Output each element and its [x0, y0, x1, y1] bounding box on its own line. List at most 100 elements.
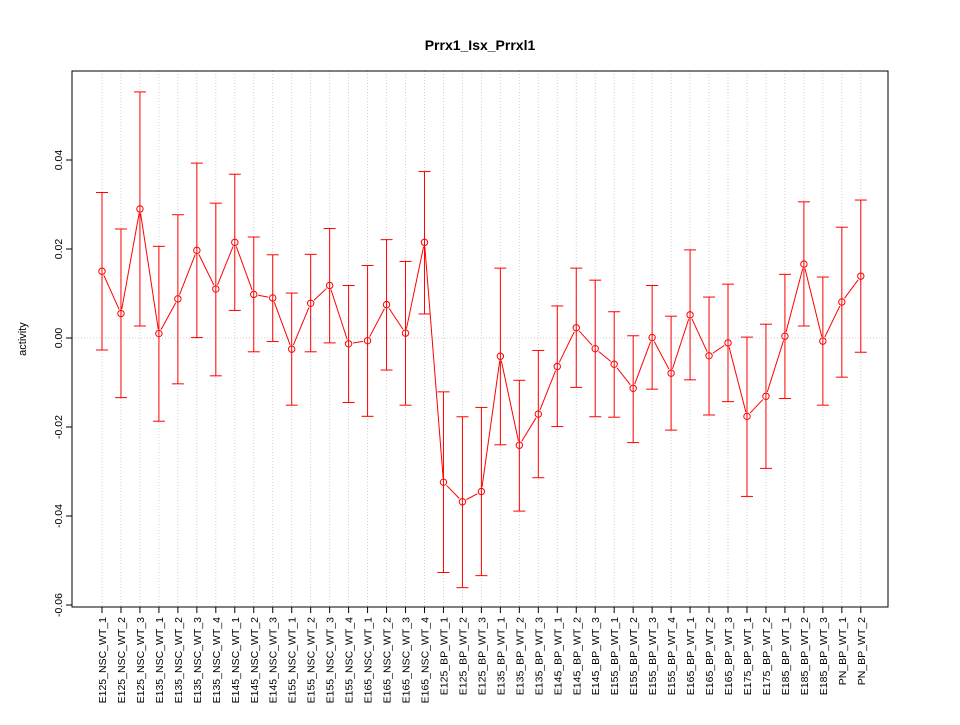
x-tick-label: E135_NSC_WT_2: [173, 617, 185, 704]
x-tick-label: E185_BP_WT_2: [799, 617, 811, 695]
data-point: [743, 412, 751, 421]
series-segment: [824, 305, 841, 338]
data-point: [591, 344, 599, 353]
x-tick-label: E155_NSC_WT_2: [306, 617, 318, 704]
data-point: [458, 498, 467, 506]
x-tick-label: E125_NSC_WT_1: [97, 617, 109, 704]
series-segment: [217, 246, 234, 286]
data-point: [174, 295, 182, 303]
x-tick-label: E165_BP_WT_1: [685, 617, 697, 695]
data-point: [496, 352, 505, 360]
series-segment: [235, 246, 253, 291]
data-point: [250, 290, 258, 299]
data-point: [553, 362, 561, 371]
data-point: [136, 205, 144, 213]
data-point: [572, 324, 580, 332]
data-point: [363, 336, 372, 345]
data-point: [117, 309, 125, 318]
series-segment: [616, 367, 631, 386]
x-tick-label: E125_BP_WT_2: [457, 617, 469, 695]
series-segment: [804, 268, 823, 337]
data-point: [269, 294, 277, 302]
y-tick-label: -0.06: [53, 593, 65, 617]
series-segment: [140, 213, 159, 330]
x-tick-label: E135_NSC_WT_3: [192, 617, 204, 704]
series-segment: [653, 341, 670, 370]
data-point: [648, 333, 656, 342]
data-point: [306, 299, 315, 307]
data-point: [762, 392, 770, 400]
x-tick-label: E145_BP_WT_3: [590, 617, 602, 695]
series-segment: [749, 399, 764, 414]
x-tick-label: E165_BP_WT_3: [723, 617, 735, 695]
data-point: [857, 272, 865, 280]
data-point: [610, 360, 618, 368]
data-point: [667, 369, 675, 377]
series-segment: [634, 341, 652, 385]
data-point: [212, 285, 220, 293]
y-tick-label: 0.04: [53, 150, 65, 171]
x-tick-label: PN_BP_WT_1: [837, 617, 849, 685]
series-segment: [712, 345, 725, 354]
series-segment: [198, 254, 215, 286]
data-point: [344, 340, 353, 348]
plot-frame: [71, 70, 889, 608]
series-line: [103, 213, 859, 501]
data-point: [629, 384, 637, 392]
series-segment: [369, 308, 385, 337]
data-point: [838, 298, 846, 306]
data-point: [155, 329, 163, 338]
data-point: [382, 300, 391, 309]
series-segment: [785, 268, 804, 332]
data-point: [98, 267, 106, 275]
x-tick-label: PN_BP_WT_2: [856, 617, 868, 685]
series-segment: [388, 308, 404, 330]
series-segment: [424, 246, 444, 478]
series-segment: [446, 485, 460, 499]
data-point: [401, 329, 410, 337]
series-segment: [500, 360, 519, 441]
data-points: [98, 205, 865, 506]
x-tick-label: E155_BP_WT_1: [609, 617, 621, 695]
series-segment: [539, 370, 557, 411]
series-segment: [313, 288, 327, 301]
series-segment: [521, 417, 537, 442]
x-tick-label: E155_BP_WT_4: [666, 617, 678, 695]
series-segment: [121, 213, 140, 310]
x-tick-label: E165_NSC_WT_3: [401, 617, 413, 704]
series-segment: [691, 318, 708, 352]
x-tick-label: E145_NSC_WT_3: [268, 617, 280, 704]
x-tick-label: E185_BP_WT_3: [818, 617, 830, 695]
x-tick-label: E135_BP_WT_1: [495, 617, 507, 695]
data-point: [819, 337, 827, 345]
x-tick-label: E125_BP_WT_1: [438, 617, 450, 695]
series-segment: [598, 351, 612, 362]
series-segment: [258, 294, 269, 298]
series-segment: [103, 275, 120, 310]
y-tick-label: 0.00: [53, 328, 65, 349]
data-point: [724, 339, 732, 347]
x-tick-label: E125_BP_WT_3: [476, 617, 488, 695]
x-tick-label: E155_NSC_WT_4: [344, 617, 356, 704]
x-tick-label: E175_BP_WT_1: [742, 617, 754, 695]
y-tick-label: 0.02: [53, 239, 65, 260]
series-segment: [352, 340, 364, 344]
x-tick-label: E155_NSC_WT_1: [287, 617, 299, 704]
data-point: [439, 478, 448, 486]
y-tick-label: -0.04: [53, 504, 65, 528]
x-tick-label: E125_NSC_WT_2: [116, 617, 128, 704]
series-segment: [466, 493, 478, 501]
data-point: [288, 345, 296, 353]
x-tick-label: E145_NSC_WT_1: [230, 617, 242, 704]
x-tick-label: E135_NSC_WT_4: [211, 617, 223, 704]
series-segment: [160, 302, 177, 330]
data-point: [534, 410, 543, 418]
series-segment: [273, 301, 291, 346]
data-point: [325, 281, 334, 290]
data-point: [781, 332, 789, 340]
y-tick-label: -0.02: [53, 415, 65, 439]
error-bars: [96, 91, 867, 589]
x-tick-label: E155_BP_WT_3: [647, 617, 659, 695]
